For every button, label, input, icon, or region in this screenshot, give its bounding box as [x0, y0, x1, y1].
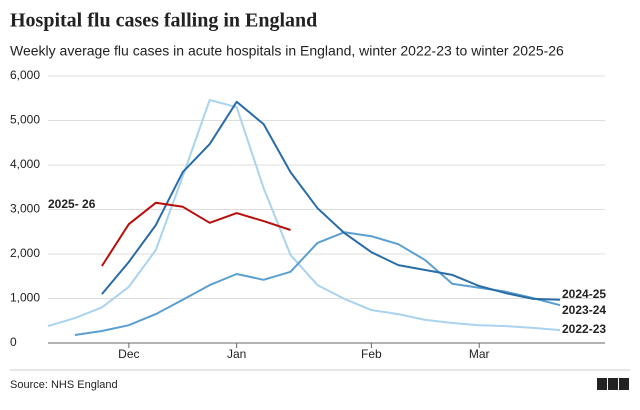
- y-tick-label: 0: [10, 335, 17, 349]
- series-label: 2024-25: [562, 287, 606, 301]
- y-tick-label: 6,000: [10, 68, 40, 82]
- y-tick-label: 3,000: [10, 202, 40, 216]
- y-tick-label: 5,000: [10, 113, 40, 127]
- chart-title: Hospital flu cases falling in England: [10, 10, 317, 32]
- source: Source: NHS England: [10, 379, 118, 391]
- logo-box: [597, 378, 607, 390]
- y-tick-label: 1,000: [10, 291, 40, 305]
- logo-box: [619, 378, 629, 390]
- y-tick-label: 4,000: [10, 157, 40, 171]
- series-line: [101, 100, 561, 301]
- x-tick-label: Feb: [361, 347, 382, 361]
- y-tick-label: 2,000: [10, 246, 40, 260]
- chart-subtitle: Weekly average flu cases in acute hospit…: [10, 43, 564, 59]
- logo-letter: B: [610, 379, 617, 389]
- logo-letter: C: [621, 379, 628, 389]
- x-tick-label: Jan: [227, 347, 246, 361]
- x-tick-label: Mar: [469, 347, 490, 361]
- x-tick-label: Dec: [118, 347, 139, 361]
- series-label: 2023-24: [562, 303, 606, 317]
- series-line: [101, 201, 291, 267]
- series-line: [74, 231, 561, 336]
- logo-box: [608, 378, 618, 390]
- series-label: 2025- 26: [48, 197, 96, 211]
- series-line: [47, 99, 561, 332]
- logo-letter: B: [599, 379, 606, 389]
- series-label: 2022-23: [562, 322, 606, 336]
